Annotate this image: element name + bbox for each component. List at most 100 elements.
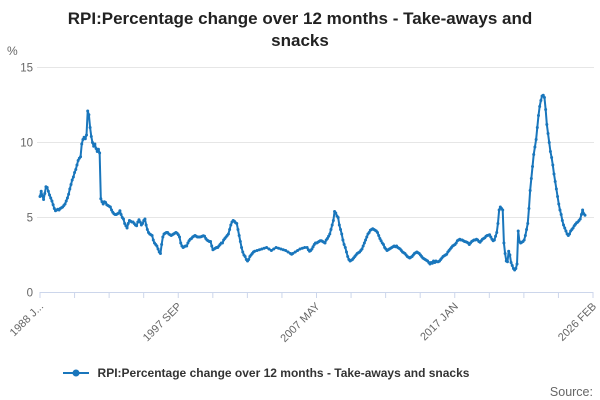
data-point-marker xyxy=(516,229,520,233)
data-point-marker xyxy=(293,250,297,254)
data-point-marker xyxy=(583,213,587,217)
data-point-marker xyxy=(71,175,75,179)
data-point-marker xyxy=(90,141,94,144)
data-point-marker xyxy=(514,267,518,270)
data-point-marker xyxy=(334,211,338,215)
data-point-marker xyxy=(269,249,273,252)
data-point-marker xyxy=(556,195,560,198)
data-point-marker xyxy=(311,245,315,249)
data-point-marker xyxy=(550,156,554,159)
data-point-marker xyxy=(279,247,283,251)
data-point-marker xyxy=(362,241,366,245)
data-point-marker xyxy=(488,233,492,237)
data-point-marker xyxy=(241,250,245,254)
legend-series-marker-icon xyxy=(62,369,89,377)
data-point-marker xyxy=(538,105,542,108)
data-point-marker xyxy=(534,138,538,141)
data-point-marker xyxy=(558,208,562,212)
data-point-marker xyxy=(522,238,526,242)
data-point-marker xyxy=(300,246,304,250)
data-point-marker xyxy=(325,237,329,240)
data-point-marker xyxy=(81,138,85,141)
data-point-marker xyxy=(160,243,164,246)
data-point-marker xyxy=(503,252,507,255)
data-point-marker xyxy=(93,142,97,146)
data-point-marker xyxy=(94,147,98,150)
data-point-marker xyxy=(528,189,532,192)
data-point-marker xyxy=(126,222,130,225)
data-point-marker xyxy=(79,155,83,159)
data-point-marker xyxy=(265,246,269,249)
data-point-marker xyxy=(539,99,543,102)
data-point-marker xyxy=(564,229,568,233)
data-point-marker xyxy=(186,241,190,245)
data-point-marker xyxy=(568,232,571,236)
data-point-marker xyxy=(508,253,512,257)
data-point-marker xyxy=(179,241,183,245)
data-point-marker xyxy=(64,199,68,203)
data-point-marker xyxy=(559,213,563,216)
data-point-marker xyxy=(328,232,332,236)
data-point-marker xyxy=(101,202,105,206)
data-point-marker xyxy=(495,231,499,234)
data-point-marker xyxy=(238,240,242,243)
x-tick-label: 2026 FEB xyxy=(556,301,599,344)
data-point-marker xyxy=(108,205,112,209)
data-point-marker xyxy=(86,109,90,113)
data-point-marker xyxy=(378,237,382,240)
data-point-marker xyxy=(379,239,383,243)
data-point-marker xyxy=(243,255,247,258)
data-point-marker xyxy=(38,195,42,198)
data-point-marker xyxy=(492,238,496,242)
data-point-marker xyxy=(533,145,537,149)
data-point-marker xyxy=(237,234,241,237)
data-point-marker xyxy=(46,189,50,193)
data-point-marker xyxy=(100,200,104,204)
data-point-marker xyxy=(542,96,546,99)
data-point-marker xyxy=(505,260,509,264)
data-point-marker xyxy=(135,224,139,228)
data-point-marker xyxy=(40,194,44,198)
data-point-marker xyxy=(226,232,230,236)
data-point-marker xyxy=(277,246,281,250)
data-point-marker xyxy=(247,258,251,261)
data-point-marker xyxy=(340,232,344,236)
data-point-marker xyxy=(507,249,511,253)
data-point-marker xyxy=(73,171,77,174)
data-point-marker xyxy=(536,114,540,117)
data-point-marker xyxy=(327,234,331,238)
data-point-marker xyxy=(235,222,239,225)
data-point-marker xyxy=(445,252,449,256)
data-point-marker xyxy=(85,133,89,137)
plot-area: 0 5 10 15 1988 J... 1997 SEP 2007 MAY 2017 JAN 2… xyxy=(8,63,599,345)
y-tick-label: 0 xyxy=(27,288,33,300)
data-point-marker xyxy=(551,163,555,167)
data-point-marker xyxy=(541,93,545,97)
legend-item[interactable]: RPI:Percentage change over 12 months - T… xyxy=(0,366,530,380)
data-point-marker xyxy=(323,241,327,245)
data-point-marker xyxy=(284,249,288,252)
data-point-marker xyxy=(43,192,47,195)
data-point-marker xyxy=(515,262,519,266)
data-point-marker xyxy=(305,246,309,249)
data-point-marker xyxy=(236,228,240,231)
data-point-marker xyxy=(286,250,290,254)
data-point-marker xyxy=(65,196,69,200)
data-point-marker xyxy=(145,228,149,231)
data-point-marker xyxy=(150,234,154,237)
data-point-marker xyxy=(544,108,548,111)
data-point-marker xyxy=(119,213,123,216)
data-point-marker xyxy=(501,208,505,212)
data-point-marker xyxy=(489,235,493,239)
data-point-marker xyxy=(68,187,72,191)
data-point-marker xyxy=(523,234,527,237)
data-point-marker xyxy=(496,222,500,225)
data-point-marker xyxy=(96,147,100,151)
data-point-marker xyxy=(548,150,552,153)
x-tick-label: 1988 J... xyxy=(8,301,46,339)
data-point-marker xyxy=(560,219,564,222)
data-point-marker xyxy=(255,249,259,252)
data-point-marker xyxy=(110,208,114,212)
data-point-marker xyxy=(144,223,148,227)
data-point-marker xyxy=(80,142,84,146)
